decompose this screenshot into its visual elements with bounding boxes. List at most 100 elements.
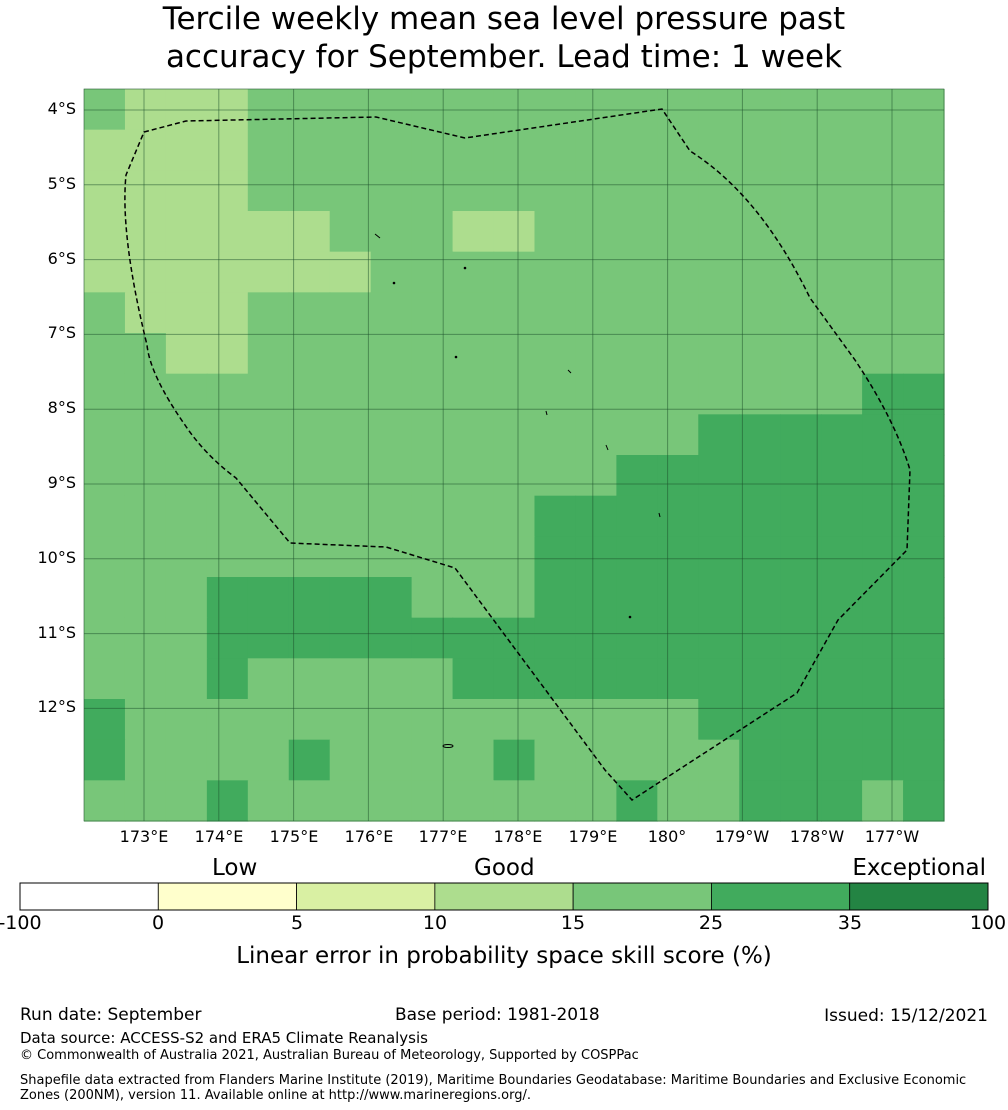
issued-date: Issued: 15/12/2021: [824, 1006, 988, 1026]
skill-cell: [862, 617, 904, 659]
skill-cell: [780, 577, 822, 619]
skill-cell: [124, 495, 167, 537]
skill-cell: [165, 333, 208, 375]
skill-cell: [84, 617, 126, 659]
skill-cell: [534, 211, 577, 253]
skill-cell: [493, 577, 536, 619]
skill-cell: [329, 617, 372, 659]
skill-cell: [247, 577, 290, 619]
skill-cell: [370, 455, 413, 497]
skill-cell: [370, 577, 413, 619]
skill-cell: [329, 170, 372, 212]
skill-cell: [411, 617, 454, 659]
skill-cell: [411, 373, 454, 415]
skill-cell: [739, 414, 781, 456]
skill-cell: [616, 658, 658, 700]
legend-category-exceptional: Exceptional: [852, 855, 986, 881]
skill-cell: [493, 373, 536, 415]
skill-cell: [616, 495, 658, 537]
skill-cell: [370, 373, 413, 415]
colorbar-tick: -100: [0, 912, 42, 934]
skill-cell: [657, 333, 699, 375]
skill-cell: [616, 536, 658, 578]
skill-cell: [903, 170, 945, 212]
skill-cell: [657, 129, 699, 171]
lat-label-7s: 7°S: [47, 323, 76, 342]
colorbar-bin: [157, 882, 297, 911]
skill-cell: [780, 536, 822, 578]
colorbar: [19, 882, 989, 911]
skill-cell: [821, 739, 863, 781]
colorbar-tick: 10: [422, 912, 448, 934]
skill-cell: [903, 536, 945, 578]
skill-cell: [616, 739, 658, 781]
skill-cell: [862, 495, 904, 537]
skill-cell: [821, 577, 863, 619]
skill-cell: [534, 333, 577, 375]
lat-label-12s: 12°S: [37, 697, 76, 716]
skill-cell: [124, 739, 167, 781]
skill-cell: [903, 577, 945, 619]
skill-cell: [411, 739, 454, 781]
skill-cell: [616, 414, 658, 456]
skill-cell: [780, 251, 822, 293]
skill-cell: [288, 780, 331, 822]
skill-cell: [739, 699, 781, 741]
skill-cell: [84, 455, 126, 497]
skill-cell: [452, 170, 495, 212]
skill-cell: [124, 658, 167, 700]
colorbar-tick: 100: [969, 912, 1007, 934]
skill-grid-cells: [84, 89, 945, 822]
skill-cell: [411, 780, 454, 822]
skill-cell: [165, 658, 208, 700]
skill-cell: [739, 170, 781, 212]
skill-cell: [493, 251, 536, 293]
skill-cell: [780, 170, 822, 212]
skill-cell: [124, 292, 167, 334]
skill-cell: [493, 617, 536, 659]
skill-cell: [903, 251, 945, 293]
skill-cell: [124, 251, 167, 293]
skill-cell: [903, 617, 945, 659]
skill-cell: [370, 211, 413, 253]
skill-cell: [493, 658, 536, 700]
lat-label-10s: 10°S: [37, 548, 76, 567]
skill-cell: [411, 211, 454, 253]
skill-cell: [616, 251, 658, 293]
skill-cell: [821, 129, 863, 171]
skill-cell: [247, 251, 290, 293]
skill-cell: [862, 251, 904, 293]
skill-cell: [780, 617, 822, 659]
islands: [374, 233, 661, 748]
lon-label-177w: 177°W: [864, 827, 920, 846]
skill-cell: [206, 414, 249, 456]
skill-cell: [780, 455, 822, 497]
skill-cell: [698, 495, 740, 537]
shapefile-credit: Shapefile data extracted from Flanders M…: [20, 1073, 967, 1103]
skill-cell: [288, 170, 331, 212]
skill-cell: [657, 617, 699, 659]
skill-cell: [411, 333, 454, 375]
skill-cell: [657, 536, 699, 578]
skill-cell: [84, 577, 126, 619]
skill-cell: [739, 780, 781, 822]
lat-label-8s: 8°S: [47, 398, 76, 417]
skill-cell: [165, 414, 208, 456]
skill-cell: [288, 129, 331, 171]
skill-cell: [247, 617, 290, 659]
skill-cell: [862, 292, 904, 334]
skill-cell: [616, 170, 658, 212]
skill-cell: [84, 251, 126, 293]
skill-cell: [575, 699, 617, 741]
skill-cell: [739, 495, 781, 537]
skill-cell: [329, 129, 372, 171]
skill-cell: [698, 211, 740, 253]
skill-cell: [206, 699, 249, 741]
skill-cell: [493, 739, 536, 781]
skill-cell: [493, 292, 536, 334]
skill-cell: [739, 536, 781, 578]
skill-cell: [862, 373, 904, 415]
skill-cell: [575, 658, 617, 700]
colorbar-title: Linear error in probability space skill …: [236, 943, 772, 969]
skill-cell: [452, 333, 495, 375]
